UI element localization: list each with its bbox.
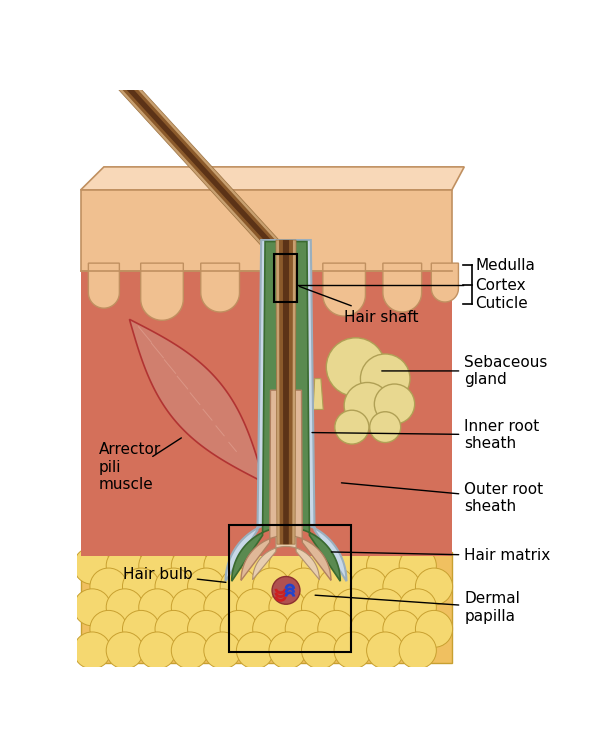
Circle shape xyxy=(106,589,144,626)
Circle shape xyxy=(236,548,274,584)
Circle shape xyxy=(253,610,290,647)
Bar xyxy=(274,254,297,302)
Bar xyxy=(228,525,351,652)
Circle shape xyxy=(236,589,274,626)
Polygon shape xyxy=(80,244,452,556)
Polygon shape xyxy=(265,263,300,306)
Circle shape xyxy=(318,568,355,605)
Circle shape xyxy=(74,589,111,626)
Circle shape xyxy=(383,610,420,647)
Circle shape xyxy=(334,589,371,626)
Circle shape xyxy=(370,412,401,443)
Circle shape xyxy=(187,610,225,647)
Polygon shape xyxy=(279,240,293,545)
Circle shape xyxy=(106,548,144,584)
Polygon shape xyxy=(276,240,296,545)
Text: Sebaceous
gland: Sebaceous gland xyxy=(382,355,548,387)
Circle shape xyxy=(360,354,410,403)
Circle shape xyxy=(122,568,160,605)
Polygon shape xyxy=(225,240,346,581)
Circle shape xyxy=(269,589,306,626)
Circle shape xyxy=(344,383,391,428)
Polygon shape xyxy=(121,80,286,260)
Circle shape xyxy=(139,632,176,669)
Polygon shape xyxy=(431,263,459,302)
Circle shape xyxy=(90,568,127,605)
Text: Hair matrix: Hair matrix xyxy=(332,548,551,563)
Circle shape xyxy=(334,632,371,669)
Circle shape xyxy=(139,589,176,626)
Circle shape xyxy=(171,548,209,584)
Circle shape xyxy=(351,568,387,605)
Circle shape xyxy=(220,568,257,605)
Circle shape xyxy=(326,338,385,396)
Circle shape xyxy=(187,568,225,605)
Circle shape xyxy=(399,632,437,669)
Polygon shape xyxy=(323,263,365,316)
Polygon shape xyxy=(241,390,331,580)
Circle shape xyxy=(269,548,306,584)
Text: Outer root
sheath: Outer root sheath xyxy=(341,482,543,514)
Circle shape xyxy=(204,632,241,669)
Circle shape xyxy=(334,548,371,584)
Circle shape xyxy=(220,610,257,647)
Circle shape xyxy=(367,548,404,584)
Text: Inner root
sheath: Inner root sheath xyxy=(312,419,540,451)
Text: Medulla: Medulla xyxy=(475,258,535,273)
Polygon shape xyxy=(253,536,319,580)
Circle shape xyxy=(351,610,387,647)
Polygon shape xyxy=(80,552,452,663)
Circle shape xyxy=(286,610,322,647)
Circle shape xyxy=(204,589,241,626)
Polygon shape xyxy=(80,167,464,190)
Polygon shape xyxy=(80,190,452,271)
Circle shape xyxy=(335,410,369,444)
Circle shape xyxy=(171,589,209,626)
Polygon shape xyxy=(141,263,184,321)
Polygon shape xyxy=(130,319,264,482)
Circle shape xyxy=(122,610,160,647)
Circle shape xyxy=(367,589,404,626)
Circle shape xyxy=(375,384,414,424)
Circle shape xyxy=(74,632,111,669)
Circle shape xyxy=(90,610,127,647)
Circle shape xyxy=(301,548,339,584)
Circle shape xyxy=(106,632,144,669)
Circle shape xyxy=(399,548,437,584)
Circle shape xyxy=(383,568,420,605)
Circle shape xyxy=(399,589,437,626)
Polygon shape xyxy=(88,263,119,308)
Circle shape xyxy=(301,632,339,669)
Circle shape xyxy=(139,548,176,584)
Circle shape xyxy=(171,632,209,669)
Circle shape xyxy=(204,548,241,584)
Polygon shape xyxy=(313,379,323,410)
Polygon shape xyxy=(119,79,288,261)
Text: Arrector
pili
muscle: Arrector pili muscle xyxy=(98,442,161,492)
Polygon shape xyxy=(283,240,289,545)
Circle shape xyxy=(269,632,306,669)
Circle shape xyxy=(367,632,404,669)
Circle shape xyxy=(236,632,274,669)
Text: Hair bulb: Hair bulb xyxy=(123,568,193,583)
Circle shape xyxy=(155,610,192,647)
Text: Hair shaft: Hair shaft xyxy=(300,286,419,324)
Circle shape xyxy=(416,568,453,605)
Circle shape xyxy=(272,577,300,604)
Circle shape xyxy=(301,589,339,626)
Text: Dermal
papilla: Dermal papilla xyxy=(315,591,520,623)
Polygon shape xyxy=(383,263,422,312)
Polygon shape xyxy=(201,263,239,312)
Circle shape xyxy=(286,568,322,605)
Circle shape xyxy=(74,548,111,584)
Circle shape xyxy=(416,610,453,647)
Circle shape xyxy=(155,568,192,605)
Text: Cortex: Cortex xyxy=(475,278,526,293)
Circle shape xyxy=(253,568,290,605)
Text: Cuticle: Cuticle xyxy=(475,297,528,312)
Polygon shape xyxy=(117,76,290,264)
Circle shape xyxy=(318,610,355,647)
Polygon shape xyxy=(231,242,340,581)
